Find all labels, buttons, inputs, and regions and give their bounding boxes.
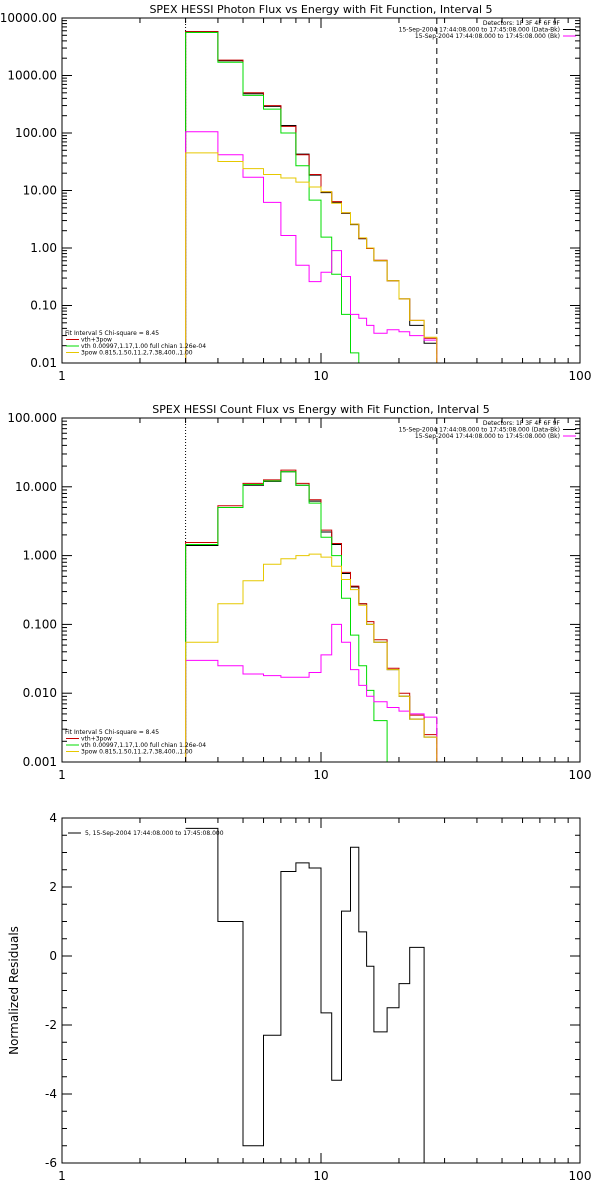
- panel-2: [61, 417, 581, 763]
- y-tick-label: 0.01: [30, 356, 57, 370]
- y-tick-label: 1.00: [30, 241, 57, 255]
- x-tick-label: 10: [313, 1169, 328, 1183]
- y-tick-label: 10000.00: [0, 11, 57, 25]
- y-tick-label: 100.000: [7, 411, 57, 425]
- legend-line: vth 0.00997,1.17,1.00 full chian 1.26e-0…: [81, 742, 206, 749]
- header-line: Detectors: 1F 3F 4F 6F 9F: [483, 20, 561, 27]
- x-tick-label: 1: [58, 1169, 66, 1183]
- y-tick-label: 0.001: [23, 755, 57, 769]
- series-1-line: [185, 471, 438, 762]
- x-tick-label: 1: [58, 768, 66, 782]
- legend-text: 5, 15-Sep-2004 17:44:08.000 to 17:45:08.…: [85, 830, 224, 837]
- legend-line: Fit Interval 5 Chi-square = 8.45: [65, 729, 159, 736]
- y-tick-label: -6: [45, 1156, 57, 1170]
- y-tick-label: 100.00: [15, 126, 57, 140]
- x-tick-label: 10: [313, 369, 328, 383]
- y-tick-label: 0.100: [23, 617, 57, 631]
- header-line: 15-Sep-2004 17:44:08.000 to 17:45:08.000…: [399, 27, 560, 34]
- y-axis-label: Normalized Residuals: [7, 926, 21, 1055]
- legend-line: vth+3pow: [81, 736, 112, 743]
- series-2-line: [185, 469, 438, 762]
- legend-line: vth 0.00997,1.17,1.00 full chian 1.26e-0…: [81, 343, 206, 350]
- y-tick-label: 10.000: [15, 480, 57, 494]
- y-tick-label: 0.010: [23, 686, 57, 700]
- y-tick-label: 4: [49, 811, 57, 825]
- x-tick-label: 10: [313, 768, 328, 782]
- y-tick-label: -4: [45, 1087, 57, 1101]
- y-tick-label: -2: [45, 1018, 57, 1032]
- header-line: Detectors: 1F 3F 4F 6F 9F: [483, 420, 561, 427]
- panel-1: [61, 17, 581, 364]
- y-tick-label: 10.00: [23, 184, 57, 198]
- series-4-line: [185, 131, 438, 363]
- y-tick-label: 0: [49, 949, 57, 963]
- series-5-line: [185, 152, 438, 363]
- x-tick-label: 100: [569, 1169, 592, 1183]
- legend-line: Fit Interval 5 Chi-square = 8.45: [65, 330, 159, 337]
- header-line: 15-Sep-2004 17:44:08.000 to 17:45:08.000…: [415, 33, 560, 40]
- header-line: 15-Sep-2004 17:44:08.000 to 17:45:08.000…: [399, 427, 560, 434]
- series-1-line: [185, 31, 438, 363]
- series-3-line: [185, 32, 438, 363]
- panel-3: [61, 817, 581, 1164]
- series-1-line: [185, 827, 425, 1163]
- series-5-line: [185, 553, 438, 762]
- y-tick-label: 0.10: [30, 299, 57, 313]
- axes-frame: [61, 417, 581, 763]
- x-tick-label: 100: [569, 768, 592, 782]
- header-line: 15-Sep-2004 17:44:08.000 to 17:45:08.000…: [415, 433, 560, 440]
- legend-line: vth+3pow: [81, 337, 112, 344]
- series-3-line: [185, 471, 438, 762]
- legend-line: 3pow 0.815,1.50,11.2,7.38,400.,1.00: [81, 749, 193, 756]
- y-tick-label: 1.000: [23, 549, 57, 563]
- x-tick-label: 1: [58, 369, 66, 383]
- series-4-line: [185, 623, 438, 762]
- y-tick-label: 2: [49, 880, 57, 894]
- y-tick-label: 1000.00: [7, 69, 57, 83]
- chart-title: SPEX HESSI Count Flux vs Energy with Fit…: [152, 403, 489, 416]
- chart-title: SPEX HESSI Photon Flux vs Energy with Fi…: [149, 3, 492, 16]
- series-2-line: [185, 31, 438, 363]
- x-tick-label: 100: [569, 369, 592, 383]
- legend-line: 3pow 0.815,1.50,11.2,7.38,400.,1.00: [81, 350, 193, 357]
